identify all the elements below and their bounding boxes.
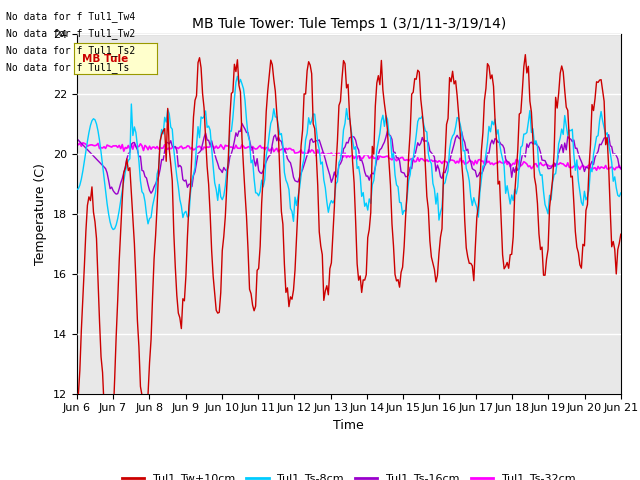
X-axis label: Time: Time: [333, 419, 364, 432]
Text: No data for f Tul1_Ts: No data for f Tul1_Ts: [6, 61, 130, 72]
Text: No data for f Tul1_Tw2: No data for f Tul1_Tw2: [6, 28, 136, 39]
Text: No data for f Tul1_Tw4: No data for f Tul1_Tw4: [6, 11, 136, 22]
Y-axis label: Temperature (C): Temperature (C): [35, 163, 47, 264]
Text: MB Tule: MB Tule: [82, 54, 128, 64]
Title: MB Tule Tower: Tule Temps 1 (3/1/11-3/19/14): MB Tule Tower: Tule Temps 1 (3/1/11-3/19…: [191, 17, 506, 31]
Legend: Tul1_Tw+10cm, Tul1_Ts-8cm, Tul1_Ts-16cm, Tul1_Ts-32cm: Tul1_Tw+10cm, Tul1_Ts-8cm, Tul1_Ts-16cm,…: [118, 469, 580, 480]
Text: No data for f Tul1_Ts2: No data for f Tul1_Ts2: [6, 45, 136, 56]
